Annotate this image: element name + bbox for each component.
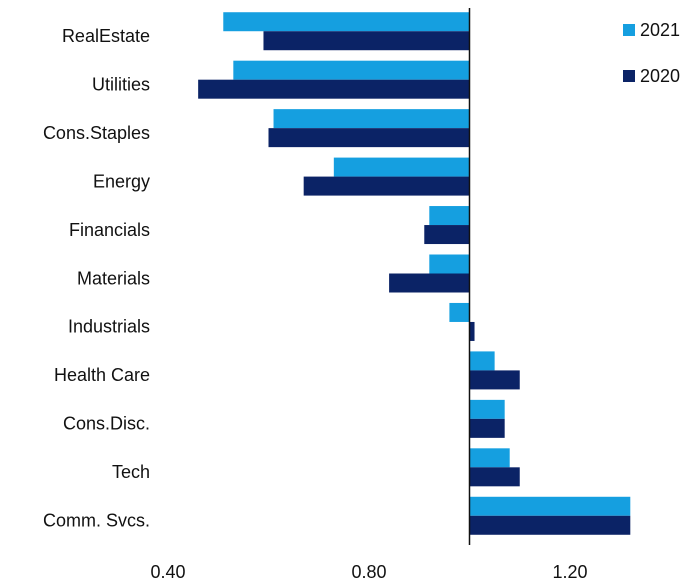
legend-label: 2020	[640, 66, 680, 86]
bar	[429, 254, 470, 274]
category-label: Utilities	[92, 74, 150, 94]
bar	[469, 496, 631, 516]
bar	[389, 273, 470, 293]
x-tick-label: 0.40	[150, 562, 185, 581]
bar	[303, 176, 470, 196]
bar	[469, 370, 520, 390]
category-label: Energy	[93, 171, 150, 191]
bar	[469, 448, 510, 468]
category-label: Financials	[69, 220, 150, 240]
bar	[429, 206, 470, 226]
bar	[469, 515, 631, 535]
category-label: Cons.Staples	[43, 123, 150, 143]
bar	[469, 418, 505, 438]
bar	[273, 109, 470, 129]
category-label: Comm. Svcs.	[43, 511, 150, 531]
x-tick-label: 1.20	[552, 562, 587, 581]
bar	[198, 79, 470, 99]
bar	[268, 128, 470, 148]
category-label: RealEstate	[62, 26, 150, 46]
category-label: Health Care	[54, 365, 150, 385]
bar	[469, 399, 505, 419]
bar	[424, 225, 470, 245]
category-label: Materials	[77, 268, 150, 288]
category-label: Cons.Disc.	[63, 414, 150, 434]
bar	[223, 12, 470, 32]
bar	[263, 31, 470, 51]
bar	[469, 351, 495, 371]
legend-swatch	[623, 70, 635, 82]
legend-label: 2021	[640, 20, 680, 40]
bar	[469, 467, 520, 487]
bar	[333, 157, 470, 177]
x-tick-label: 0.80	[351, 562, 386, 581]
bar	[469, 321, 475, 341]
bar	[449, 302, 470, 322]
category-label: Industrials	[68, 317, 150, 337]
legend-swatch	[623, 24, 635, 36]
bar	[233, 60, 470, 80]
category-label: Tech	[112, 462, 150, 482]
